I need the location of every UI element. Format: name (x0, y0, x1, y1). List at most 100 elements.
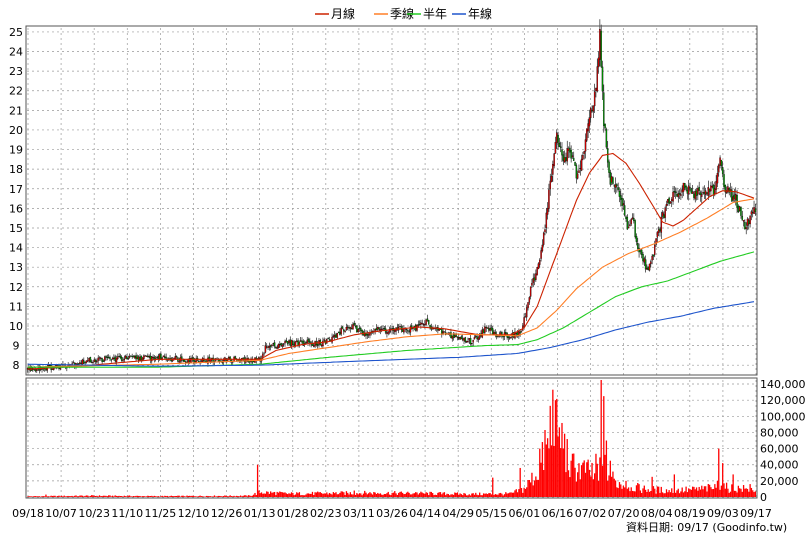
volume-bar (311, 491, 314, 497)
candle-body (659, 228, 661, 232)
candle-body (103, 356, 106, 361)
volume-bar (473, 494, 476, 497)
candle-body (723, 174, 725, 187)
candle-body (367, 334, 370, 336)
volume-bar (546, 438, 549, 497)
volume-bar (220, 496, 222, 497)
volume-bar (232, 496, 234, 497)
candle-body (545, 212, 548, 228)
volume-bar (190, 495, 192, 497)
candle-body (152, 356, 154, 358)
volume-bar (297, 493, 299, 497)
volume-bar (317, 491, 319, 497)
volume-bar (749, 484, 751, 497)
volume-bar (66, 496, 68, 497)
volume-bar (47, 496, 50, 497)
candle-body (622, 203, 625, 206)
volume-bar (306, 493, 308, 497)
candle-body (267, 346, 269, 348)
candle-body (123, 358, 126, 360)
volume-bar (654, 488, 656, 497)
volume-bar (320, 493, 323, 497)
volume-bar (492, 477, 494, 497)
candle-body (345, 327, 348, 330)
candle-body (81, 359, 84, 365)
candle-body (742, 220, 745, 222)
volume-bar (165, 496, 167, 497)
candle-body (651, 255, 653, 261)
candle-body (614, 184, 617, 188)
candle-body (707, 187, 710, 196)
candle-body (309, 341, 311, 343)
candle-body (279, 344, 281, 346)
candle-body (438, 328, 440, 331)
candle-body (620, 195, 622, 200)
date-tick-label: 04/14 (409, 507, 441, 520)
volume-bar (624, 487, 626, 497)
candle-body (735, 194, 737, 201)
candle-body (677, 193, 680, 198)
volume-bar (711, 489, 713, 497)
volume-bar (286, 494, 289, 497)
candle-body (120, 356, 123, 361)
candle-body (135, 355, 137, 360)
volume-bar (398, 492, 400, 497)
volume-bar (337, 494, 340, 497)
candle-body (183, 359, 186, 362)
candle-body (417, 324, 420, 326)
candle-body (323, 339, 325, 341)
volume-bar (680, 491, 682, 497)
date-tick-label: 03/11 (343, 507, 375, 520)
candle-body (635, 236, 638, 242)
candle-body (79, 362, 81, 364)
volume-bar (28, 496, 30, 497)
date-tick-label: 01/13 (244, 507, 276, 520)
volume-bar (727, 488, 729, 497)
candle-body (612, 177, 614, 184)
volume-bar (448, 495, 451, 497)
volume-bar (289, 493, 291, 497)
candle-body (426, 318, 429, 321)
candle-body (703, 192, 706, 194)
volume-bar (723, 483, 725, 497)
candle-body (749, 215, 751, 225)
candle-body (234, 356, 237, 359)
volume-bar (160, 496, 162, 497)
volume-bar (378, 493, 380, 497)
volume-bar (587, 459, 589, 497)
volume-bar (293, 495, 295, 497)
volume-bar (313, 495, 315, 497)
candle-body (450, 332, 452, 338)
candle-body (314, 341, 316, 347)
candle-body (681, 189, 683, 193)
volume-bar (208, 496, 210, 497)
date-tick-label: 06/16 (542, 507, 574, 520)
candle-body (92, 362, 94, 364)
volume-bar (719, 489, 721, 497)
candle-body (337, 331, 340, 333)
volume-bar (100, 496, 102, 497)
volume-bar (36, 496, 38, 497)
volume-bar (562, 448, 564, 497)
volume-bar (464, 493, 466, 497)
volume-bar (531, 472, 533, 497)
volume-bar (57, 495, 59, 497)
volume-bar (123, 495, 125, 497)
volume-bar (345, 491, 348, 497)
volume-bar (707, 483, 709, 497)
volume-bar (725, 482, 728, 497)
candle-body (118, 356, 120, 358)
candle-body (353, 323, 356, 326)
volume-bar (43, 496, 46, 497)
candle-body (682, 182, 685, 192)
volume-bar (254, 492, 256, 497)
volume-bar (106, 496, 108, 497)
candle-body (472, 340, 474, 343)
volume-bar (560, 448, 562, 497)
volume-bar (379, 493, 382, 497)
candle-body (591, 110, 593, 112)
volume-bar (318, 492, 320, 497)
candle-body (143, 355, 145, 359)
candle-body (680, 194, 682, 196)
